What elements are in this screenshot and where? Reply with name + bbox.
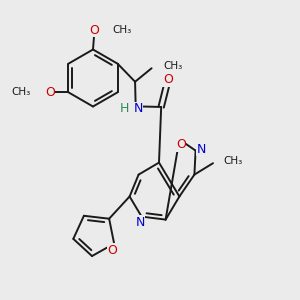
Text: N: N (197, 142, 206, 156)
Text: O: O (90, 23, 99, 37)
Text: O: O (163, 74, 173, 86)
Text: N: N (135, 215, 145, 229)
Text: O: O (108, 244, 118, 257)
Text: CH₃: CH₃ (163, 61, 182, 71)
Text: O: O (176, 138, 186, 152)
Text: H: H (120, 102, 129, 115)
Text: CH₃: CH₃ (112, 25, 131, 35)
Text: CH₃: CH₃ (224, 156, 243, 166)
Text: N: N (134, 102, 143, 115)
Text: CH₃: CH₃ (12, 87, 31, 97)
Text: O: O (45, 86, 55, 99)
